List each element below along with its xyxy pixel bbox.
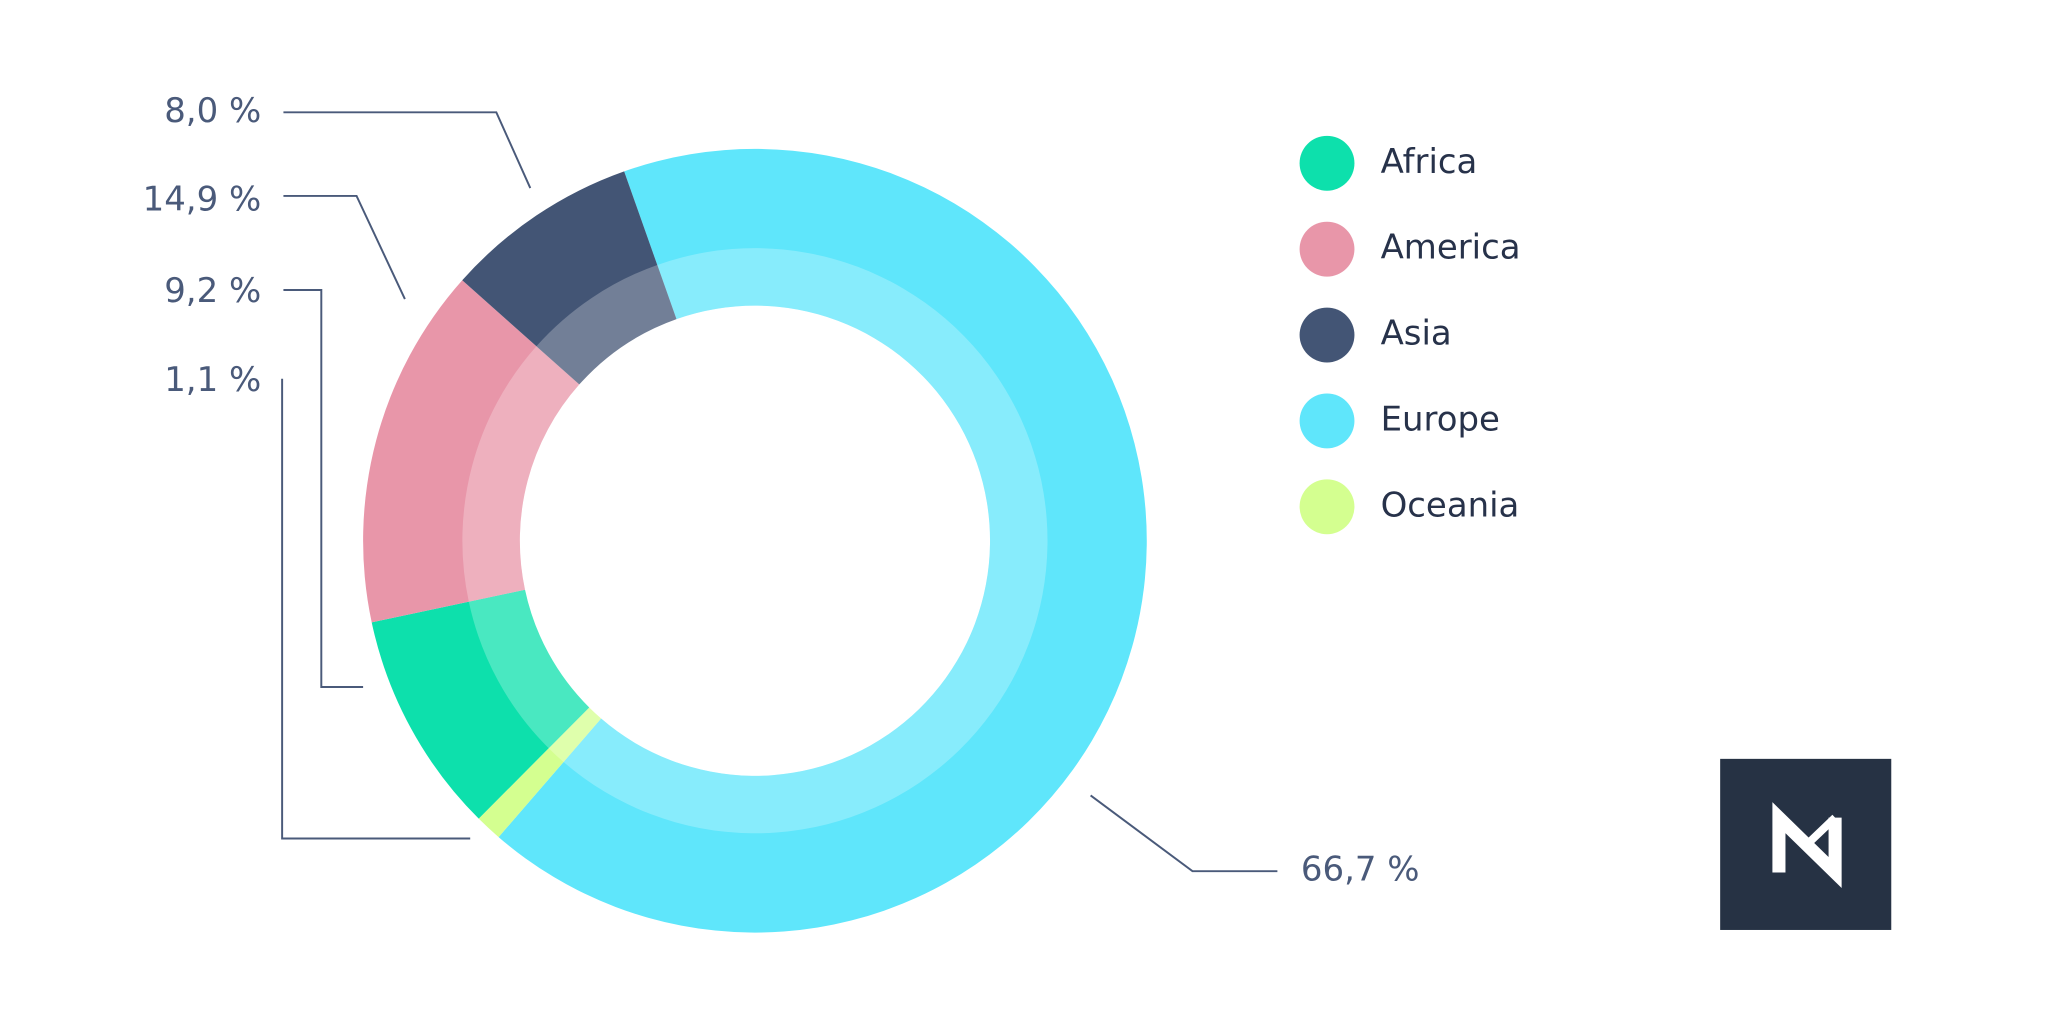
slice-inner-tint — [563, 248, 1048, 834]
leader-line — [283, 194, 406, 300]
value-label: 9,2 % — [164, 271, 261, 311]
legend-label: Africa — [1381, 142, 1478, 182]
value-label: 8,0 % — [164, 91, 261, 131]
logo — [1720, 758, 1892, 930]
slice-inner-tint — [462, 346, 580, 602]
legend-swatch — [1299, 135, 1355, 191]
legend-label: Asia — [1381, 314, 1452, 354]
legend-label: Oceania — [1381, 485, 1520, 525]
donut-slice — [478, 707, 602, 838]
leader-line — [1090, 794, 1278, 873]
value-label: 66,7 % — [1301, 850, 1420, 890]
slice-inner-tint — [468, 589, 590, 749]
donut-slice — [363, 280, 580, 623]
leader-lines — [281, 111, 1278, 873]
legend-label: Europe — [1381, 399, 1500, 439]
legend-swatch — [1299, 307, 1355, 363]
leader-line — [283, 111, 532, 189]
slice-inner-tint — [548, 707, 602, 763]
value-label: 1,1 % — [164, 360, 261, 400]
legend-swatch — [1299, 393, 1355, 449]
legend-label: America — [1381, 228, 1521, 268]
legend-swatch — [1299, 479, 1355, 535]
donut-slice — [371, 589, 590, 819]
donut-slice — [498, 148, 1147, 933]
leader-line — [283, 288, 364, 688]
leader-line — [281, 378, 471, 840]
donut-slice — [462, 171, 677, 385]
slice-inner-tint — [536, 264, 677, 385]
legend-swatch — [1299, 221, 1355, 277]
value-label: 14,9 % — [143, 180, 262, 220]
logo-mark — [1776, 814, 1838, 851]
